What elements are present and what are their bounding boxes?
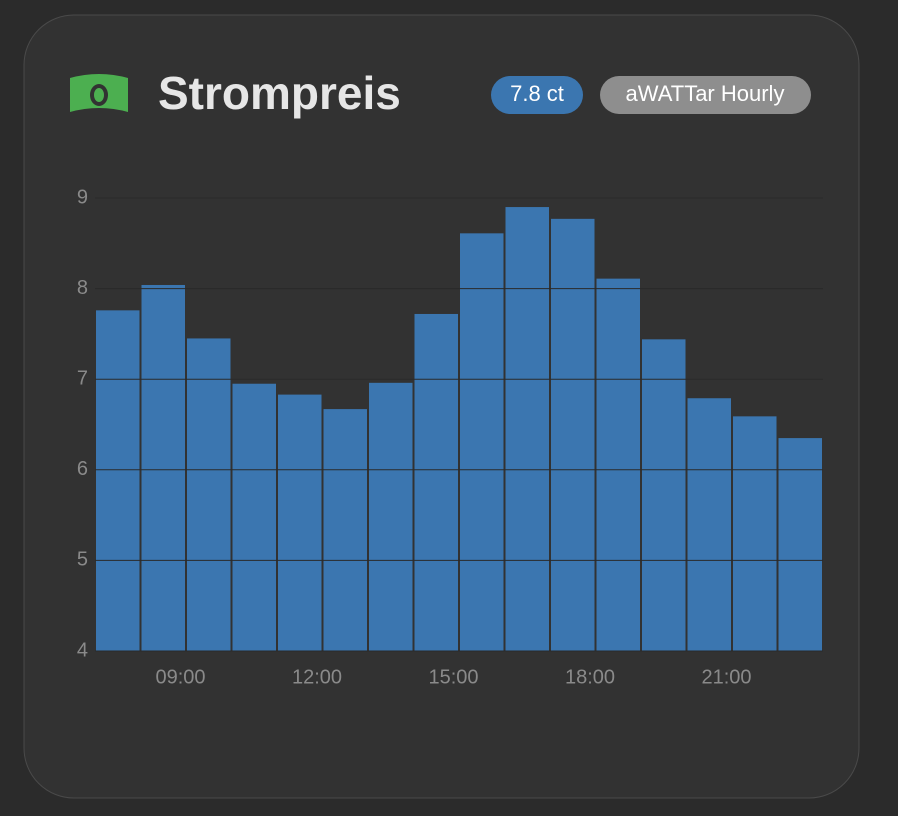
bar xyxy=(642,339,686,651)
bar xyxy=(733,416,777,651)
bar xyxy=(323,409,367,651)
badge xyxy=(491,76,583,114)
bar xyxy=(687,398,731,651)
x-tick-label: 15:00 xyxy=(429,666,479,688)
x-tick-label: 12:00 xyxy=(292,666,342,688)
y-tick-label: 9 xyxy=(77,186,88,208)
x-tick-label: 09:00 xyxy=(156,666,206,688)
bar xyxy=(96,310,140,651)
bar xyxy=(460,233,504,652)
bar xyxy=(369,382,413,651)
bar xyxy=(187,338,231,651)
y-tick-label: 8 xyxy=(77,277,88,299)
y-tick-label: 6 xyxy=(77,458,88,480)
bar xyxy=(232,383,276,651)
y-tick-label: 7 xyxy=(77,367,88,389)
source-badge[interactable] xyxy=(600,76,811,114)
title: Strompreis xyxy=(158,67,401,119)
bar xyxy=(505,207,549,651)
bar xyxy=(596,278,640,651)
bar xyxy=(778,438,822,651)
x-tick-label: 21:00 xyxy=(702,666,752,688)
source-text: aWATTar Hourly xyxy=(626,81,785,106)
x-tick-label: 18:00 xyxy=(565,666,615,688)
y-tick-label: 5 xyxy=(77,549,88,571)
money-icon xyxy=(70,74,128,112)
y-tick-label: 4 xyxy=(77,639,88,661)
bar xyxy=(141,284,185,651)
bar xyxy=(551,218,595,651)
bar xyxy=(414,313,458,651)
badge-text: 7.8 ct xyxy=(510,81,564,106)
bar xyxy=(278,394,322,651)
